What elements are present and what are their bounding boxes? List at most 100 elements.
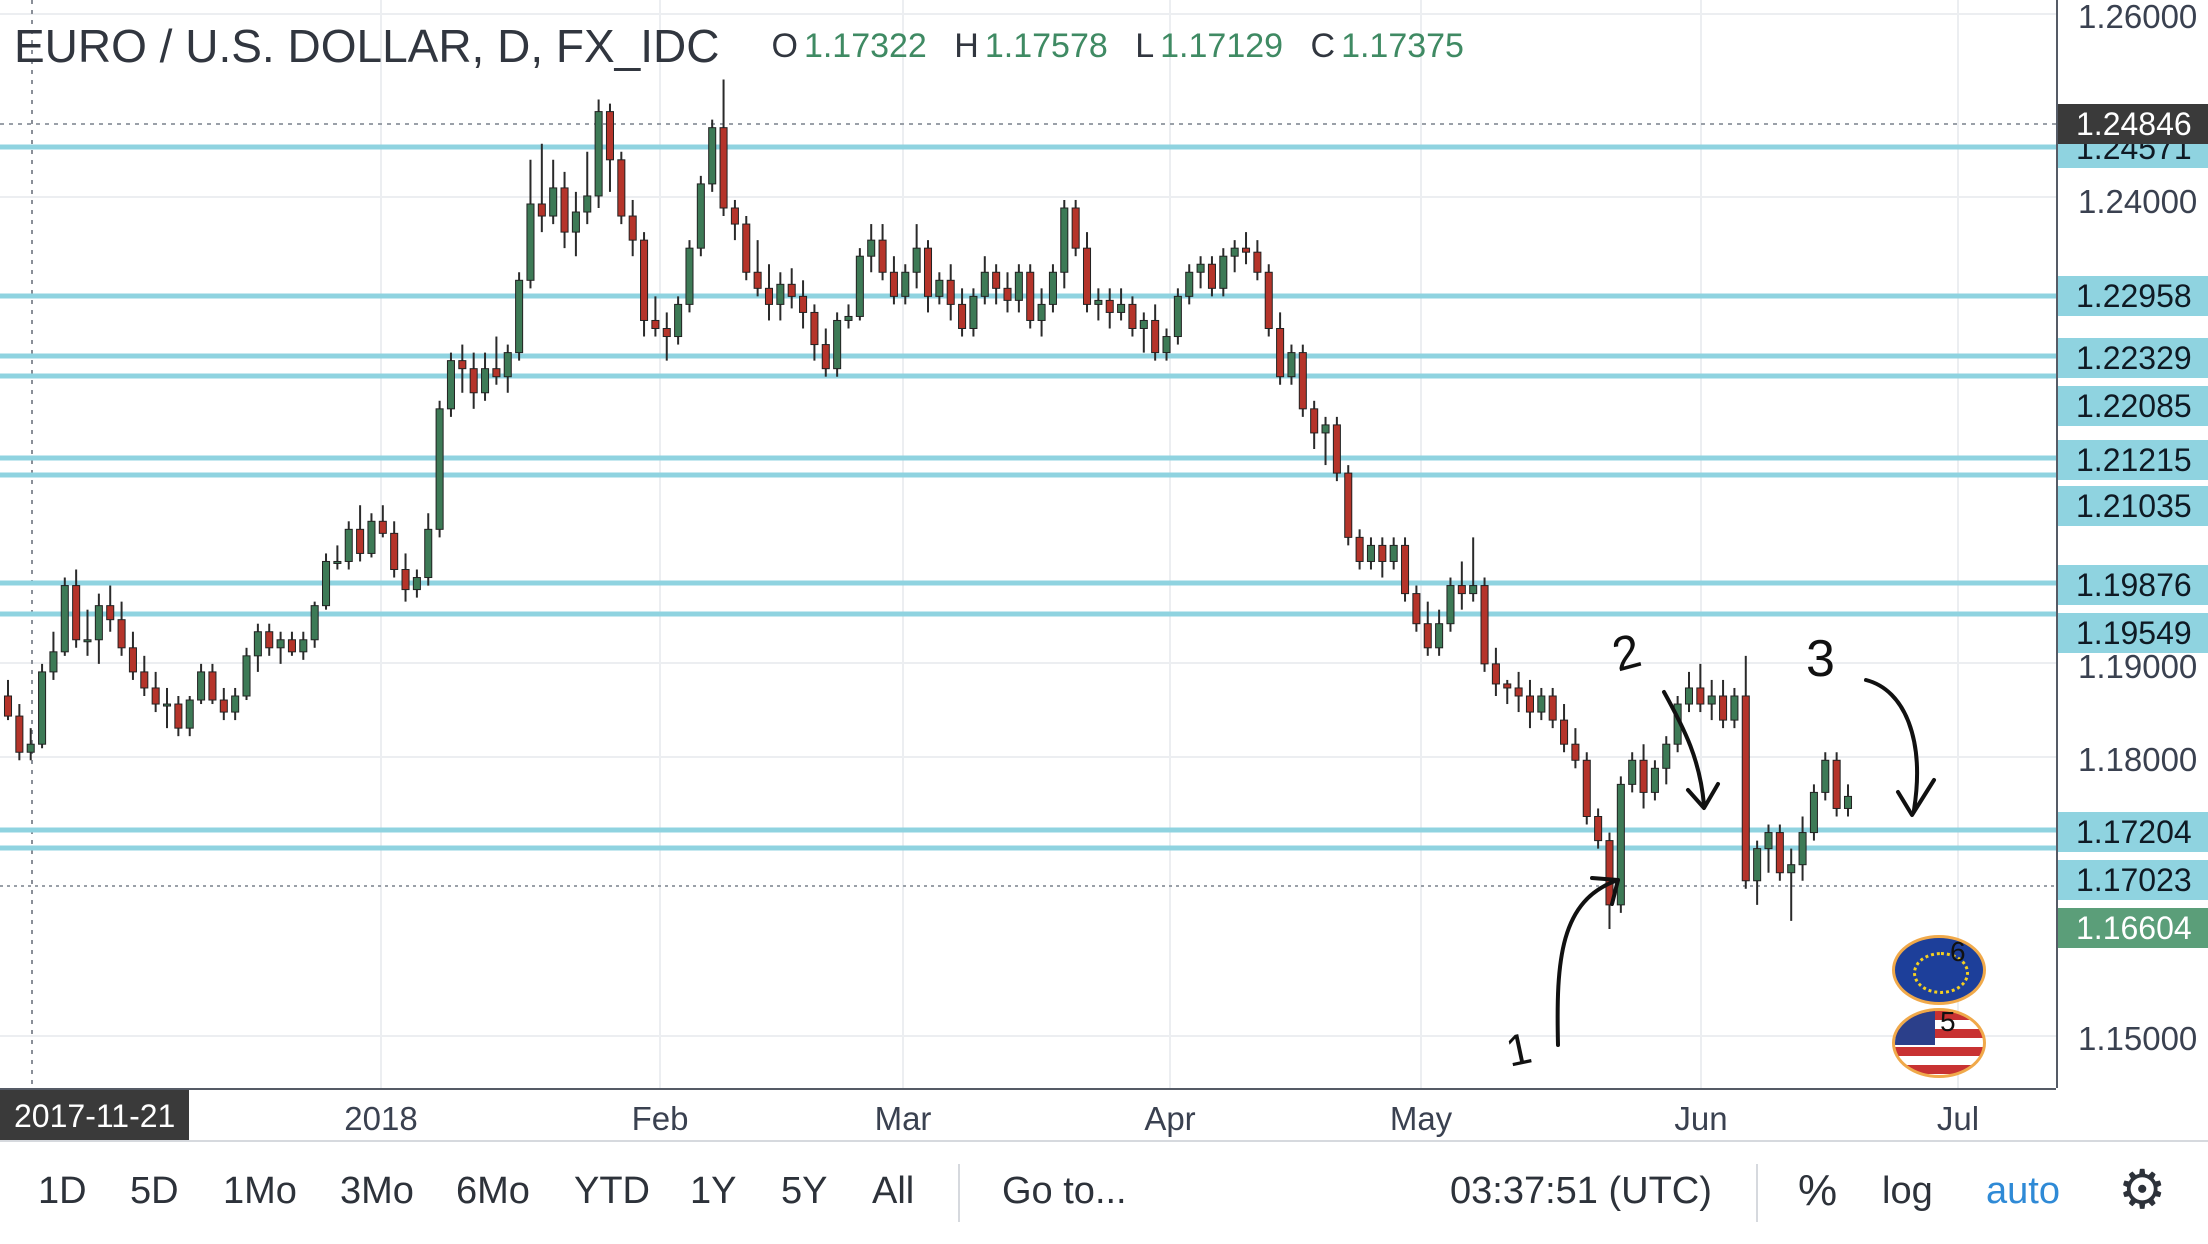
candle-body: [719, 127, 728, 209]
candle-body: [287, 639, 296, 653]
candle-body: [1537, 695, 1546, 713]
candle-body: [469, 368, 478, 394]
eu-events-flag[interactable]: [1892, 935, 1986, 1005]
candle-body: [1594, 816, 1603, 842]
candle-body: [662, 328, 671, 338]
candle-body: [1469, 585, 1478, 595]
candle-body: [265, 631, 274, 649]
candle-body: [1775, 832, 1784, 874]
candle-body: [708, 127, 717, 185]
eu-events-count: 6: [1950, 936, 1966, 967]
candle-body: [1310, 408, 1319, 434]
candle-body: [117, 619, 126, 649]
hline-price-label[interactable]: 1.17023: [2058, 860, 2208, 900]
hline-price-label[interactable]: 1.19876: [2058, 565, 2208, 605]
candle-body: [1162, 336, 1171, 354]
range-1mo-button[interactable]: 1Mo: [223, 1170, 297, 1212]
us-events-flag[interactable]: [1892, 1008, 1986, 1078]
hline-price-label[interactable]: 1.19549: [2058, 613, 2208, 653]
candle-body: [833, 319, 842, 370]
candle-body: [1730, 695, 1739, 721]
time-label: Mar: [874, 1100, 932, 1137]
candle-body: [344, 528, 353, 562]
open-key: O: [771, 26, 798, 65]
hline-price-label[interactable]: 1.22329: [2058, 338, 2208, 378]
candle-body: [1094, 299, 1103, 305]
log-scale-button[interactable]: log: [1882, 1170, 1933, 1212]
candle-body: [1344, 472, 1353, 538]
candle-body: [185, 699, 194, 729]
candle-body: [1798, 832, 1807, 866]
candle-body: [1139, 319, 1148, 330]
price-axis[interactable]: 1.26000 1.24000 1.19000 1.18000 1.15000 …: [2056, 0, 2208, 1088]
utc-clock[interactable]: 03:37:51 (UTC): [1450, 1170, 1712, 1212]
low-value: 1.17129: [1160, 26, 1284, 65]
candle-body: [242, 655, 251, 697]
candle-body: [969, 295, 978, 330]
percent-scale-button[interactable]: %: [1798, 1166, 1838, 1215]
chart-area[interactable]: 1 2 3 EURO / U.S. DOLLAR, D, FX_IDC O 1.1…: [0, 0, 2056, 1088]
candle-body: [901, 271, 910, 297]
candle-body: [1037, 303, 1046, 321]
candle-body: [1151, 319, 1160, 354]
candle-body: [980, 271, 989, 297]
candle-body: [594, 111, 603, 197]
candle-body: [651, 319, 660, 330]
candle-body: [1105, 299, 1114, 313]
candle-body: [1173, 295, 1182, 338]
candle-body: [1525, 695, 1534, 713]
candle-body: [1060, 207, 1069, 273]
price-chart[interactable]: 1 2 3: [0, 0, 2056, 1088]
candle-body: [1446, 585, 1455, 625]
time-label: May: [1389, 1100, 1453, 1137]
annotation-label-2: 2: [1607, 624, 1647, 682]
candle-body: [1048, 271, 1057, 305]
range-5y-button[interactable]: 5Y: [781, 1170, 828, 1212]
hline-price-label[interactable]: 1.22085: [2058, 386, 2208, 426]
candle-body: [481, 368, 490, 394]
candle-body: [1389, 544, 1398, 562]
range-3mo-button[interactable]: 3Mo: [340, 1170, 414, 1212]
candle-body: [1423, 623, 1432, 649]
candle-body: [1821, 759, 1830, 793]
range-1d-button[interactable]: 1D: [38, 1170, 87, 1212]
candle-body: [1764, 832, 1773, 850]
symbol-title[interactable]: EURO / U.S. DOLLAR, D, FX_IDC: [14, 20, 720, 72]
candle-body: [94, 605, 103, 641]
range-ytd-button[interactable]: YTD: [574, 1170, 650, 1212]
candle-body: [1185, 271, 1194, 297]
reference-price-label[interactable]: 1.24846: [2058, 104, 2208, 144]
candle-body: [1639, 759, 1648, 793]
candle-body: [174, 703, 183, 729]
candle-body: [1230, 247, 1239, 257]
high-value: 1.17578: [984, 26, 1108, 65]
candle-body: [1616, 783, 1625, 906]
candle-body: [640, 239, 649, 321]
range-6mo-button[interactable]: 6Mo: [456, 1170, 530, 1212]
candle-body: [390, 532, 399, 570]
hline-price-label[interactable]: 1.22958: [2058, 276, 2208, 316]
hline-price-label[interactable]: 1.21035: [2058, 486, 2208, 526]
auto-scale-button[interactable]: auto: [1986, 1170, 2060, 1212]
range-1y-button[interactable]: 1Y: [690, 1170, 737, 1212]
symbol-legend: EURO / U.S. DOLLAR, D, FX_IDC O 1.17322 H…: [14, 18, 1482, 74]
candle-body: [1560, 719, 1569, 745]
hline-price-label[interactable]: 1.21215: [2058, 440, 2208, 480]
candle-body: [1662, 743, 1671, 769]
annotation-arrow-3: [1864, 678, 1919, 812]
candle-body: [912, 247, 921, 273]
range-all-button[interactable]: All: [872, 1170, 915, 1212]
candle-body: [1253, 251, 1262, 273]
candle-body: [322, 560, 331, 607]
candle-body: [753, 271, 762, 289]
candle-body: [26, 743, 35, 753]
candle-body: [412, 577, 421, 591]
candle-body: [1321, 424, 1330, 434]
candle-body: [1082, 247, 1092, 305]
time-axis[interactable]: 2018 Feb Mar Apr May Jun Jul 2017-11-21: [0, 1088, 2056, 1142]
settings-gear-icon[interactable]: ⚙: [2118, 1160, 2167, 1220]
goto-button[interactable]: Go to...: [1002, 1170, 1127, 1212]
range-5d-button[interactable]: 5D: [130, 1170, 179, 1212]
last-price-label: 1.16604: [2058, 908, 2208, 948]
hline-price-label[interactable]: 1.17204: [2058, 812, 2208, 852]
